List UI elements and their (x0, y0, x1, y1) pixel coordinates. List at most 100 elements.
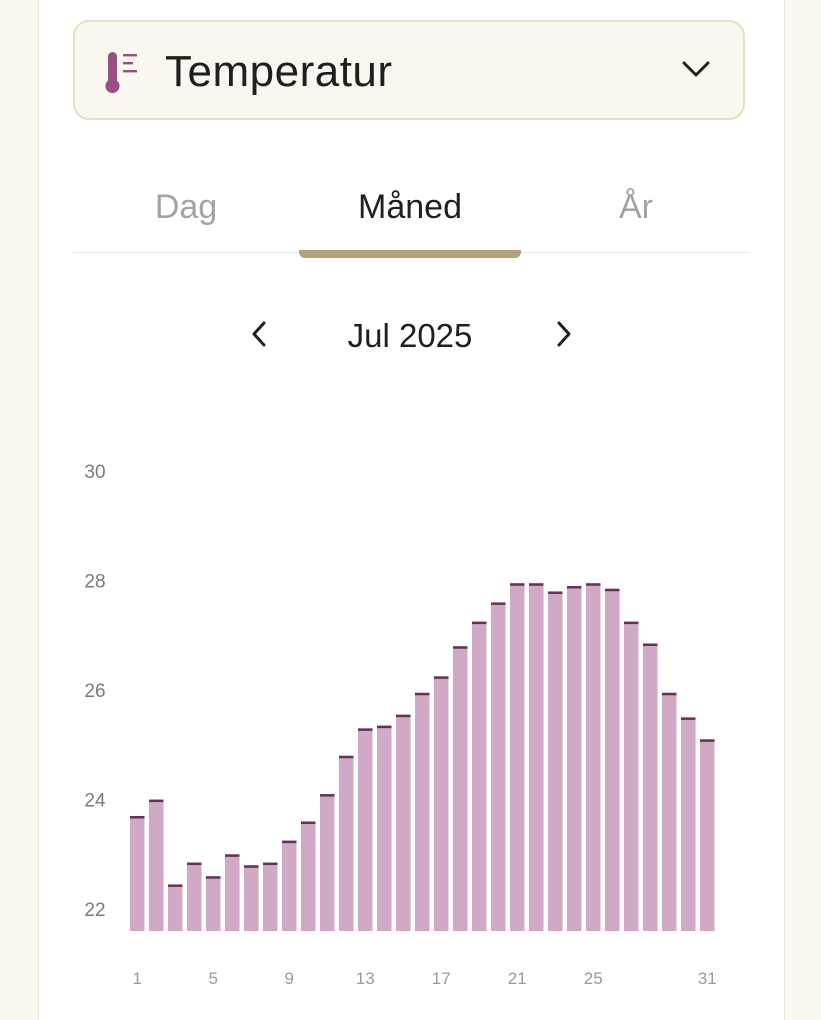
x-tick-label: 1 (133, 969, 142, 988)
chevron-down-icon[interactable] (681, 58, 711, 82)
thermometer-icon (105, 52, 137, 93)
bar-day-16[interactable] (415, 692, 430, 931)
bar-cap (586, 583, 601, 586)
bar (586, 583, 601, 931)
bar (529, 583, 544, 931)
tab-day[interactable]: Dag (154, 188, 218, 226)
bar-cap (263, 862, 278, 866)
bar-day-6[interactable] (225, 854, 240, 931)
bar-cap (244, 865, 259, 868)
bar (244, 865, 259, 931)
bar-cap (206, 876, 221, 879)
x-tick-label: 9 (285, 969, 294, 988)
bar (624, 621, 639, 931)
bar (263, 862, 278, 931)
tab-year[interactable]: År (619, 188, 653, 226)
bar-day-30[interactable] (681, 717, 696, 931)
x-tick-label: 13 (356, 969, 375, 988)
bar (434, 676, 449, 931)
tab-month[interactable]: Måned (358, 188, 462, 226)
bar-day-29[interactable] (662, 692, 677, 931)
chevron-right-icon[interactable] (548, 319, 578, 349)
bar (358, 728, 373, 931)
y-tick-label: 24 (84, 791, 106, 812)
bar (491, 602, 506, 931)
bar-day-8[interactable] (263, 862, 278, 931)
bar-cap (453, 646, 468, 649)
bar-cap (282, 840, 297, 844)
y-tick-label: 30 (84, 462, 105, 483)
metric-dropdown[interactable]: Temperatur (73, 20, 745, 120)
bar (472, 621, 487, 931)
bar-cap (491, 602, 506, 605)
bar (377, 725, 392, 931)
bar-day-4[interactable] (187, 862, 202, 931)
bar-cap (510, 583, 525, 586)
bar-day-18[interactable] (453, 646, 468, 931)
bar-cap (225, 854, 240, 857)
bar (700, 739, 715, 931)
bar-day-31[interactable] (700, 739, 715, 931)
bar (282, 840, 297, 931)
bar-day-23[interactable] (548, 591, 563, 931)
bar (206, 876, 221, 931)
bar (130, 816, 145, 931)
bar-day-28[interactable] (643, 643, 658, 932)
bar-day-14[interactable] (377, 725, 392, 931)
bar-day-17[interactable] (434, 676, 449, 931)
bar (225, 854, 240, 931)
bar-day-9[interactable] (282, 840, 297, 931)
bar-day-13[interactable] (358, 728, 373, 931)
bar-cap (567, 586, 582, 589)
bar-day-20[interactable] (491, 602, 506, 931)
bar (681, 717, 696, 931)
bar-day-25[interactable] (586, 583, 601, 931)
bar (339, 755, 354, 931)
y-tick-label: 22 (84, 900, 105, 921)
period-label: Jul 2025 (347, 317, 473, 354)
bar (320, 794, 335, 931)
bar-day-11[interactable] (320, 794, 335, 931)
bar-cap (396, 714, 411, 718)
bar-cap (358, 728, 373, 731)
x-tick-label: 31 (698, 969, 717, 988)
bar (548, 591, 563, 931)
bar (453, 646, 468, 931)
bar-day-10[interactable] (301, 821, 316, 931)
x-tick-label: 25 (584, 969, 603, 988)
x-tick-label: 21 (508, 969, 527, 988)
chevron-left-icon[interactable] (245, 319, 275, 349)
x-tick-label: 17 (432, 969, 451, 988)
bar-cap (187, 862, 202, 866)
bar (187, 862, 202, 931)
bar-cap (377, 725, 392, 729)
bar-cap (605, 588, 620, 592)
bar-day-2[interactable] (149, 799, 164, 931)
bar-day-22[interactable] (529, 583, 544, 931)
bar (662, 692, 677, 931)
period-tabs: Dag Måned År (73, 170, 748, 260)
bar-cap (548, 591, 563, 594)
bar-day-27[interactable] (624, 621, 639, 931)
bar-day-1[interactable] (130, 816, 145, 931)
bar-day-7[interactable] (244, 865, 259, 931)
bar-day-21[interactable] (510, 583, 525, 931)
bar (643, 643, 658, 931)
bar (301, 821, 316, 931)
bar (396, 714, 411, 931)
bar-day-15[interactable] (396, 714, 411, 931)
bar-day-3[interactable] (168, 884, 183, 931)
bar-day-24[interactable] (567, 586, 582, 931)
bar (567, 586, 582, 931)
bar-cap (415, 692, 430, 696)
period-navigator: Jul 2025 (230, 305, 590, 365)
metric-label: Temperatur (165, 47, 393, 96)
temperature-bar-chart: 22 24 26 28 30 1 5 9 13 17 21 25 31 (84, 462, 717, 988)
bar-day-5[interactable] (206, 876, 221, 931)
bar-cap (472, 621, 487, 625)
bar-day-26[interactable] (605, 588, 620, 931)
bar (415, 692, 430, 931)
bar-cap (320, 794, 335, 797)
bar-day-19[interactable] (472, 621, 487, 931)
bar-day-12[interactable] (339, 755, 354, 931)
